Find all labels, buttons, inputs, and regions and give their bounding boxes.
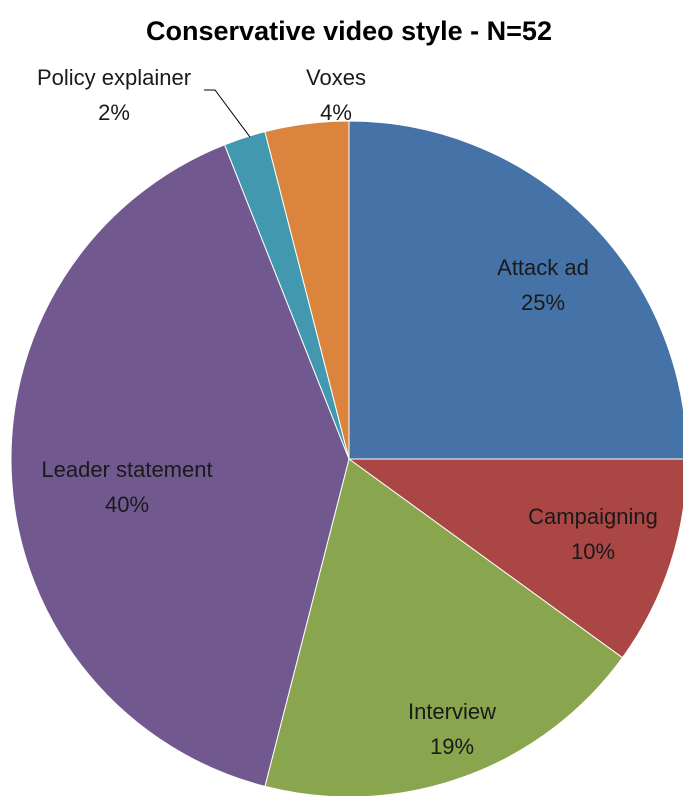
slice-percent-interview: 19% xyxy=(430,734,474,759)
slice-percent-voxes: 4% xyxy=(320,100,352,125)
pie-slice-leader-statement xyxy=(10,144,350,787)
slice-label-leader-statement: Leader statement xyxy=(41,457,212,482)
pie-slice-voxes xyxy=(264,120,350,460)
slice-percent-attack-ad: 25% xyxy=(521,290,565,315)
pie-slices xyxy=(10,120,683,796)
slice-label-attack-ad: Attack ad xyxy=(497,255,589,280)
slice-percent-leader-statement: 40% xyxy=(105,492,149,517)
slice-label-policy-explainer: Policy explainer xyxy=(37,65,191,90)
slice-percent-campaigning: 10% xyxy=(571,539,615,564)
pie-slice-interview xyxy=(264,458,624,796)
slice-label-interview: Interview xyxy=(408,699,496,724)
pie-slice-attack-ad xyxy=(348,120,683,460)
slice-label-voxes: Voxes xyxy=(306,65,366,90)
leader-line-policy-explainer xyxy=(204,89,251,138)
chart-title: Conservative video style - N=52 xyxy=(146,16,552,46)
pie-slice-campaigning xyxy=(347,458,683,659)
leader-lines xyxy=(204,89,251,138)
slice-label-campaigning: Campaigning xyxy=(528,504,658,529)
slice-percent-policy-explainer: 2% xyxy=(98,100,130,125)
slice-labels: Attack ad 25% Campaigning 10% Interview 19% Le… xyxy=(37,65,658,759)
